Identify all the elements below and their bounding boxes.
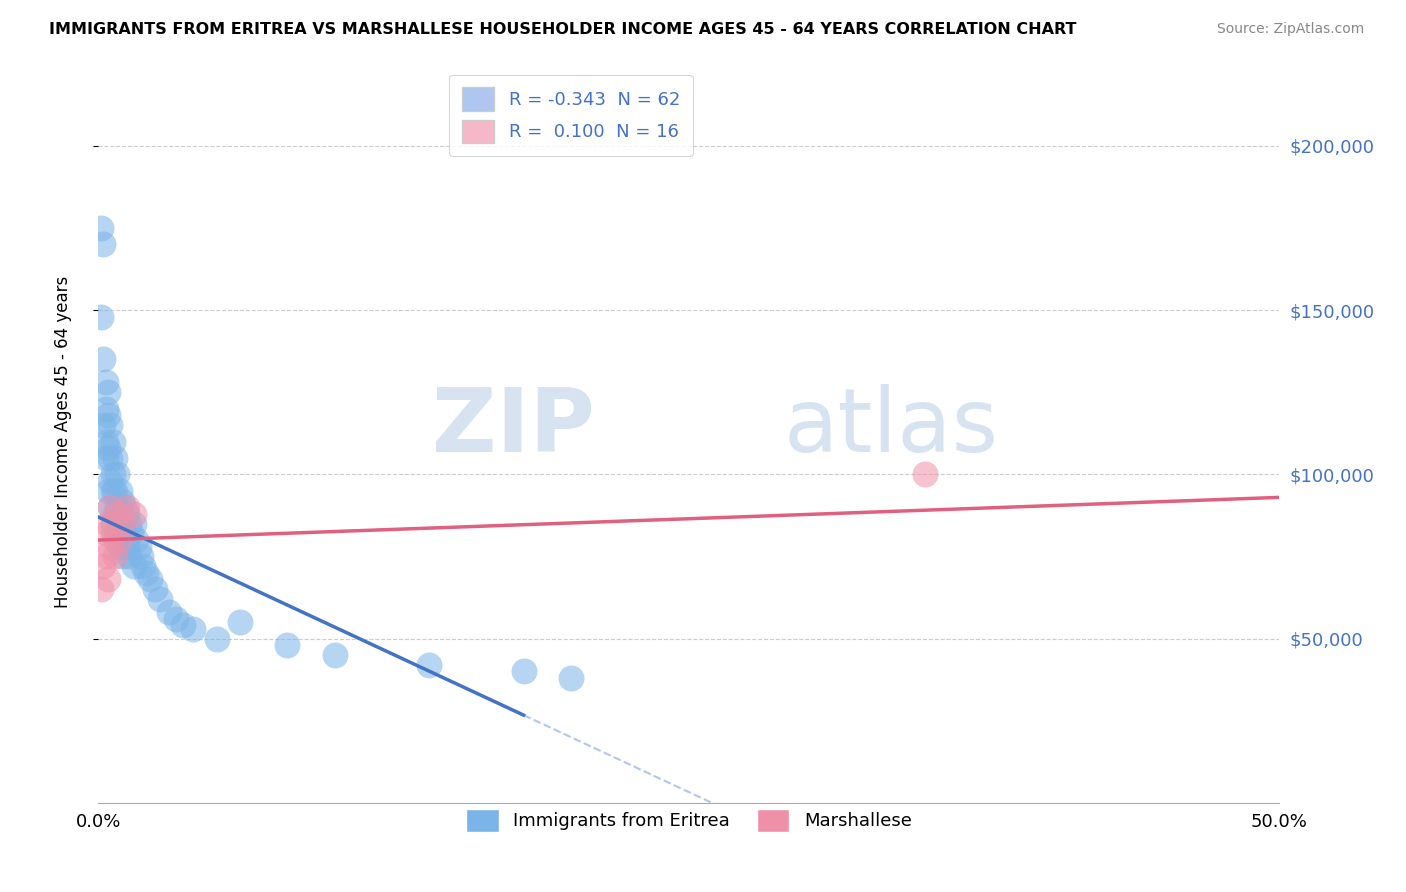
- Point: [122, 507, 145, 521]
- Point: [157, 605, 180, 619]
- Point: [104, 483, 127, 498]
- Point: [135, 566, 157, 580]
- Point: [111, 516, 134, 531]
- Point: [560, 671, 582, 685]
- Point: [125, 533, 148, 547]
- Point: [112, 526, 135, 541]
- Point: [97, 573, 120, 587]
- Point: [111, 516, 134, 531]
- Point: [101, 467, 124, 482]
- Point: [101, 483, 124, 498]
- Point: [512, 665, 534, 679]
- Point: [94, 376, 117, 390]
- Point: [104, 450, 127, 465]
- Point: [97, 441, 120, 455]
- Point: [91, 418, 114, 433]
- Point: [115, 507, 138, 521]
- Point: [129, 549, 152, 564]
- Point: [111, 493, 134, 508]
- Point: [108, 540, 131, 554]
- Point: [108, 507, 131, 521]
- Point: [229, 615, 252, 630]
- Point: [172, 618, 194, 632]
- Point: [94, 526, 117, 541]
- Point: [115, 540, 138, 554]
- Point: [181, 622, 204, 636]
- Text: ZIP: ZIP: [432, 384, 595, 471]
- Point: [101, 516, 124, 531]
- Text: atlas: atlas: [783, 384, 998, 471]
- Point: [111, 549, 134, 564]
- Point: [97, 516, 120, 531]
- Point: [105, 500, 128, 515]
- Point: [132, 559, 155, 574]
- Point: [98, 450, 121, 465]
- Y-axis label: Householder Income Ages 45 - 64 years: Householder Income Ages 45 - 64 years: [53, 276, 72, 607]
- Point: [90, 582, 112, 597]
- Point: [91, 352, 114, 367]
- Point: [97, 483, 120, 498]
- Point: [101, 526, 124, 541]
- Point: [98, 474, 121, 488]
- Point: [94, 401, 117, 416]
- Point: [122, 516, 145, 531]
- Point: [128, 540, 150, 554]
- Text: Source: ZipAtlas.com: Source: ZipAtlas.com: [1216, 22, 1364, 37]
- Point: [108, 533, 131, 547]
- Point: [90, 310, 112, 324]
- Point: [108, 483, 131, 498]
- Point: [104, 533, 127, 547]
- Point: [97, 385, 120, 400]
- Point: [105, 507, 128, 521]
- Point: [104, 549, 127, 564]
- Point: [98, 540, 121, 554]
- Point: [94, 450, 117, 465]
- Point: [104, 507, 127, 521]
- Text: IMMIGRANTS FROM ERITREA VS MARSHALLESE HOUSEHOLDER INCOME AGES 45 - 64 YEARS COR: IMMIGRANTS FROM ERITREA VS MARSHALLESE H…: [49, 22, 1077, 37]
- Legend: Immigrants from Eritrea, Marshallese: Immigrants from Eritrea, Marshallese: [454, 796, 924, 845]
- Point: [97, 409, 120, 423]
- Point: [143, 582, 166, 597]
- Point: [165, 612, 187, 626]
- Point: [105, 526, 128, 541]
- Point: [139, 573, 162, 587]
- Point: [149, 592, 172, 607]
- Point: [276, 638, 298, 652]
- Point: [122, 559, 145, 574]
- Point: [98, 500, 121, 515]
- Point: [105, 467, 128, 482]
- Point: [90, 221, 112, 235]
- Point: [118, 516, 141, 531]
- Point: [98, 418, 121, 433]
- Point: [914, 467, 936, 482]
- Point: [323, 648, 346, 662]
- Point: [118, 549, 141, 564]
- Point: [112, 500, 135, 515]
- Point: [418, 657, 440, 672]
- Point: [205, 632, 228, 646]
- Point: [98, 500, 121, 515]
- Point: [91, 237, 114, 252]
- Point: [121, 526, 143, 541]
- Point: [94, 549, 117, 564]
- Point: [91, 559, 114, 574]
- Point: [101, 434, 124, 449]
- Point: [115, 500, 138, 515]
- Point: [94, 434, 117, 449]
